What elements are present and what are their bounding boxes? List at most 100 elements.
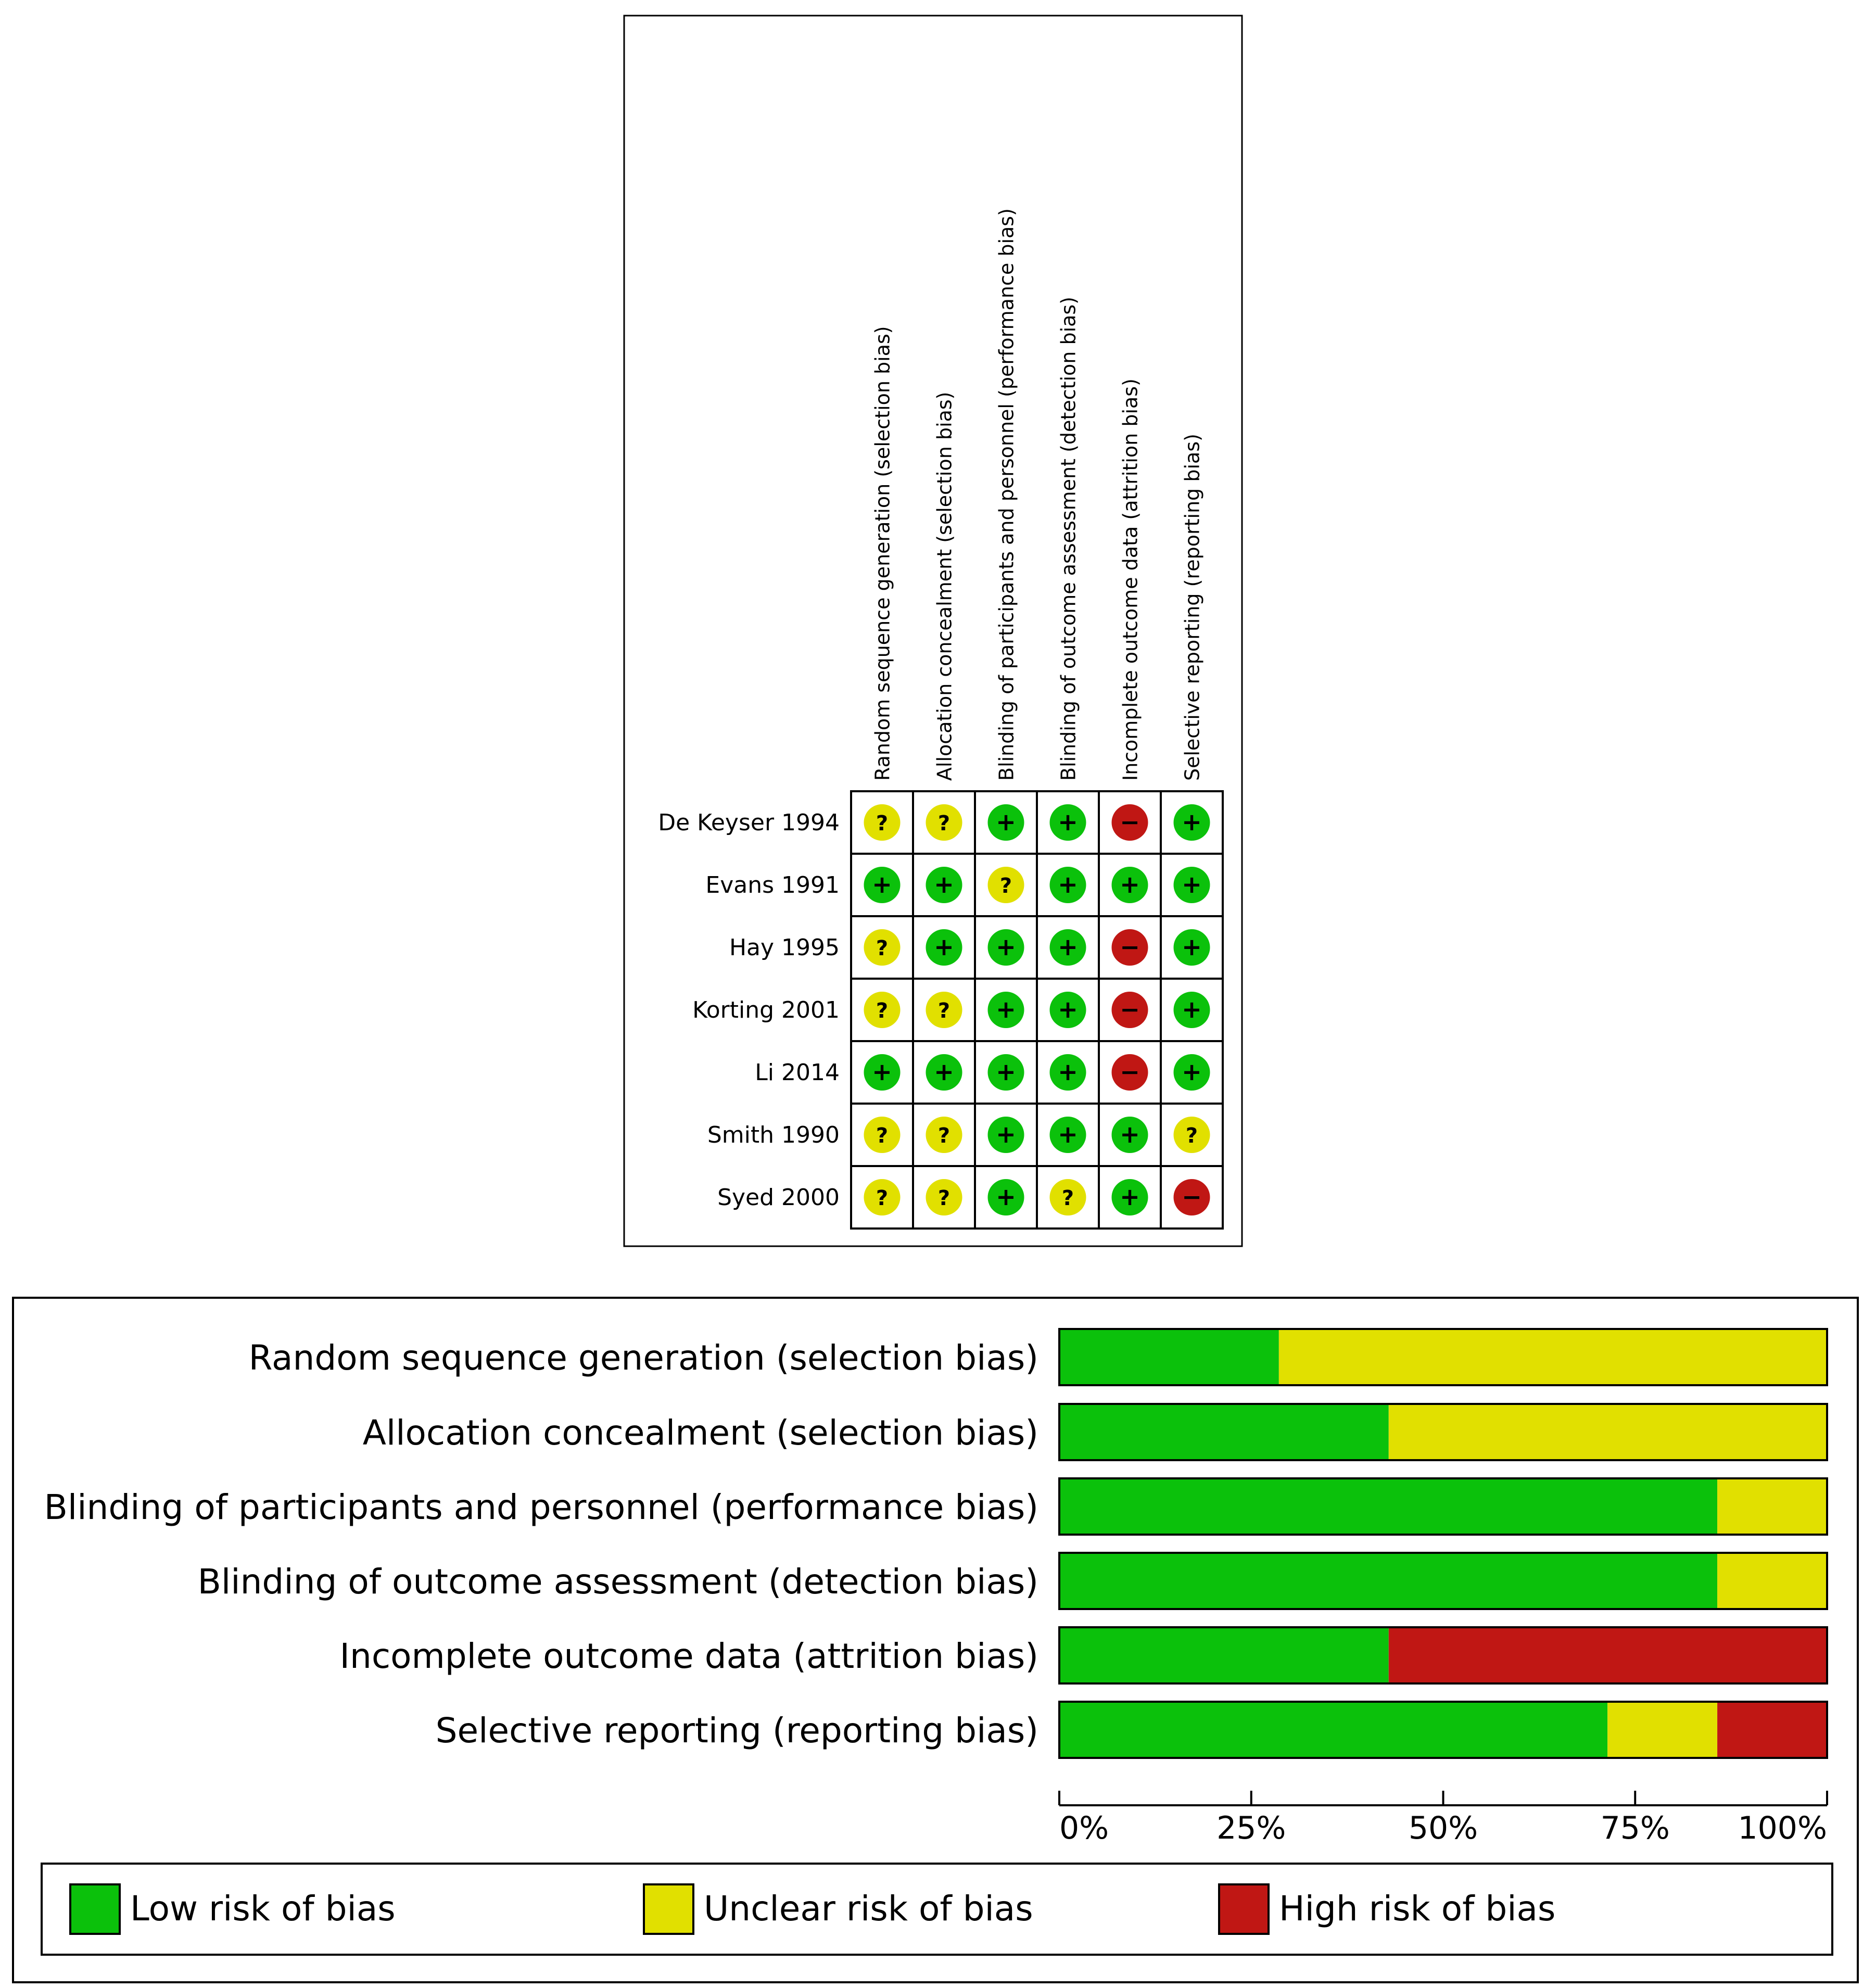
rating-symbol: ? — [938, 1124, 950, 1148]
study-label: Li 2014 — [755, 1059, 840, 1086]
legend-label: Unclear risk of bias — [704, 1889, 1033, 1929]
rating-symbol: ? — [876, 812, 888, 835]
rating-high-marker — [1111, 1054, 1148, 1091]
rating-low-marker — [1111, 867, 1148, 903]
bar-outline — [1058, 1328, 1828, 1386]
rating-symbol: + — [1120, 1183, 1140, 1211]
legend-label: Low risk of bias — [130, 1889, 396, 1929]
rating-low-marker — [1173, 929, 1210, 966]
rating-symbol: + — [996, 995, 1016, 1023]
rating-symbol: + — [1058, 995, 1078, 1023]
rating-unclear-marker — [864, 804, 901, 841]
rating-symbol: − — [1120, 808, 1140, 836]
bar-segment-unclear — [1278, 1329, 1827, 1385]
x-tick-label: 0% — [1059, 1810, 1109, 1846]
rating-low-marker — [1173, 1054, 1210, 1091]
rating-symbol: ? — [1000, 874, 1012, 898]
bar-segment-low — [1059, 1478, 1718, 1535]
rating-low-marker — [987, 992, 1024, 1028]
rating-symbol: − — [1120, 933, 1140, 961]
rating-symbol: + — [996, 1058, 1016, 1086]
rating-symbol: − — [1182, 1183, 1202, 1211]
rating-low-marker — [1173, 992, 1210, 1028]
rating-symbol: + — [1120, 1120, 1140, 1148]
bar-segment-low — [1059, 1627, 1389, 1683]
summary-domain-header: Random sequence generation (selection bi… — [871, 326, 894, 781]
legend-label: High risk of bias — [1279, 1889, 1555, 1929]
rating-symbol: ? — [938, 999, 950, 1023]
legend-swatch-low — [69, 1883, 121, 1935]
rating-low-marker — [864, 1054, 901, 1091]
rating-unclear-marker — [926, 1117, 962, 1153]
risk-of-bias-graph: Random sequence generation (selection bi… — [12, 1297, 1859, 1983]
bar-outline — [1058, 1626, 1828, 1685]
rating-symbol: + — [1058, 1058, 1078, 1086]
study-label: Smith 1990 — [707, 1122, 840, 1148]
rating-symbol: ? — [876, 936, 888, 960]
rating-low-marker — [1049, 1054, 1086, 1091]
category-label: Blinding of participants and personnel (… — [44, 1487, 1038, 1527]
rating-unclear-marker — [926, 804, 962, 841]
rating-low-marker — [1049, 1117, 1086, 1153]
legend-box — [41, 1863, 1833, 1956]
rating-symbol: + — [1182, 995, 1202, 1023]
rating-symbol: + — [1058, 933, 1078, 961]
rating-unclear-marker — [864, 992, 901, 1028]
rating-low-marker — [1049, 804, 1086, 841]
category-label: Random sequence generation (selection bi… — [249, 1338, 1038, 1378]
rating-symbol: ? — [876, 999, 888, 1023]
rating-low-marker — [926, 929, 962, 966]
x-tick-label: 50% — [1409, 1810, 1478, 1846]
category-label: Allocation concealment (selection bias) — [363, 1413, 1038, 1453]
x-tick-label: 25% — [1216, 1810, 1286, 1846]
summary-domain-header: Allocation concealment (selection bias) — [933, 392, 956, 781]
bar-segment-unclear — [1717, 1478, 1827, 1535]
study-label: De Keyser 1994 — [658, 809, 840, 836]
rating-symbol: + — [996, 933, 1016, 961]
rating-symbol: + — [1182, 808, 1202, 836]
rating-low-marker — [1049, 992, 1086, 1028]
rating-unclear-marker — [864, 929, 901, 966]
rating-low-marker — [926, 1054, 962, 1091]
rating-symbol: + — [1182, 870, 1202, 898]
rating-symbol: ? — [1186, 1124, 1198, 1148]
rating-symbol: + — [996, 1183, 1016, 1211]
rating-low-marker — [987, 929, 1024, 966]
rating-symbol: + — [872, 1058, 892, 1086]
summary-frame — [623, 15, 1243, 1247]
summary-domain-header: Selective reporting (reporting bias) — [1181, 434, 1204, 781]
rating-unclear-marker — [987, 867, 1024, 903]
rating-symbol: + — [1058, 1120, 1078, 1148]
rating-symbol: + — [1058, 808, 1078, 836]
risk-of-bias-summary: Random sequence generation (selection bi… — [623, 15, 1243, 1247]
rating-low-marker — [1173, 804, 1210, 841]
rating-unclear-marker — [926, 1179, 962, 1215]
rating-symbol: + — [1120, 870, 1140, 898]
rating-symbol: + — [934, 933, 954, 961]
study-label: Korting 2001 — [692, 997, 840, 1023]
bar-segment-unclear — [1717, 1553, 1827, 1609]
study-label: Evans 1991 — [705, 872, 840, 898]
rating-symbol: ? — [938, 1186, 950, 1210]
rating-low-marker — [926, 867, 962, 903]
summary-domain-header: Blinding of participants and personnel (… — [995, 208, 1018, 781]
rating-low-marker — [1049, 929, 1086, 966]
bar-outline — [1058, 1403, 1828, 1461]
x-tick-label: 75% — [1601, 1810, 1670, 1846]
rating-symbol: ? — [876, 1124, 888, 1148]
rating-unclear-marker — [1173, 1117, 1210, 1153]
rating-unclear-marker — [926, 992, 962, 1028]
rating-unclear-marker — [1049, 1179, 1086, 1215]
category-label: Blinding of outcome assessment (detectio… — [198, 1562, 1038, 1602]
bar-segment-low — [1059, 1329, 1279, 1385]
rating-high-marker — [1173, 1179, 1210, 1215]
rating-symbol: + — [934, 1058, 954, 1086]
rating-symbol: − — [1120, 995, 1140, 1023]
bar-segment-high — [1717, 1702, 1827, 1758]
rating-low-marker — [1111, 1179, 1148, 1215]
rating-high-marker — [1111, 804, 1148, 841]
bar-outline — [1058, 1477, 1828, 1536]
bar-segment-unclear — [1388, 1404, 1827, 1460]
rating-symbol: − — [1120, 1058, 1140, 1086]
study-label: Syed 2000 — [717, 1184, 840, 1211]
